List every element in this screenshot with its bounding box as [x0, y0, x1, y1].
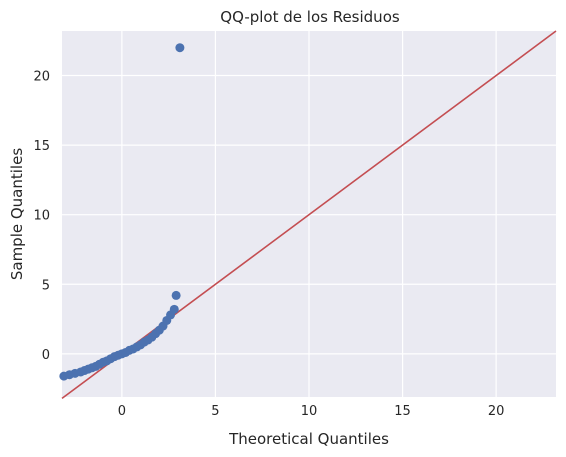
- y-tick-label: 0: [42, 348, 50, 363]
- x-axis-label: Theoretical Quantiles: [228, 430, 389, 448]
- y-axis-label: Sample Quantiles: [8, 148, 26, 280]
- x-tick-label: 10: [301, 404, 318, 419]
- y-tick-label: 20: [33, 70, 50, 85]
- x-tick-label: 20: [488, 404, 505, 419]
- reference-line-layer: [61, 30, 557, 400]
- data-point: [171, 290, 181, 300]
- data-point: [175, 43, 185, 53]
- x-tick-label: 5: [211, 404, 219, 419]
- y-tick-label: 5: [42, 278, 50, 293]
- x-tick-label: 0: [118, 404, 126, 419]
- x-tick-label: 15: [394, 404, 411, 419]
- points-layer: [59, 43, 185, 381]
- chart-title: QQ-plot de los Residuos: [220, 8, 400, 26]
- y-tick-label: 15: [33, 139, 50, 154]
- data-point: [169, 304, 179, 314]
- tick-labels: 0 5 10 15 20 0 5 10 15 20: [33, 70, 504, 419]
- y-tick-label: 10: [33, 209, 50, 224]
- reference-line: [61, 30, 557, 400]
